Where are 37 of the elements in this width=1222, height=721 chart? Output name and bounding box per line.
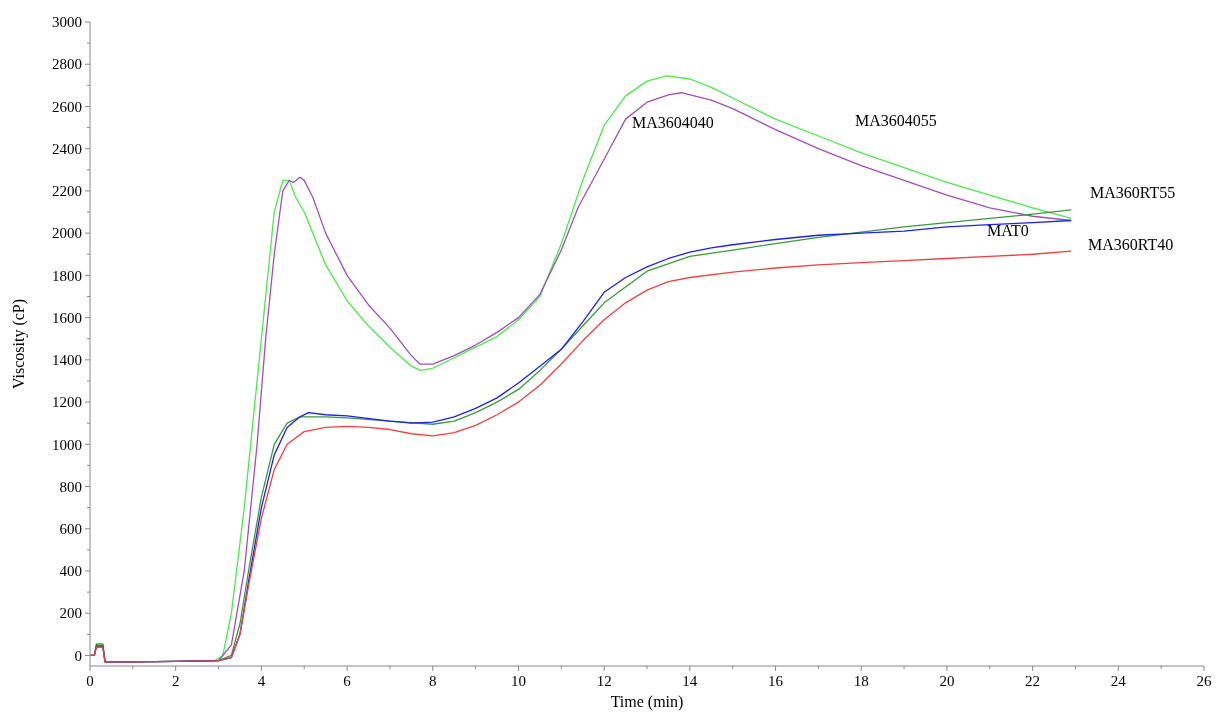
series-label: MA360RT40 bbox=[1088, 235, 1174, 253]
y-tick-label: 2000 bbox=[52, 225, 82, 242]
y-tick-label: 200 bbox=[59, 605, 82, 622]
y-tick-label: 1600 bbox=[52, 309, 82, 326]
y-tick-label: 2800 bbox=[52, 56, 82, 73]
x-tick-label: 0 bbox=[86, 673, 94, 689]
y-tick-label: 1000 bbox=[52, 436, 82, 453]
y-tick-label: 1800 bbox=[52, 267, 82, 284]
x-tick-label: 22 bbox=[1025, 673, 1041, 689]
series-label: MA3604040 bbox=[632, 113, 714, 131]
y-tick-label: 400 bbox=[59, 563, 82, 580]
y-tick-label: 0 bbox=[74, 647, 82, 664]
x-axis-title: Time (min) bbox=[610, 693, 684, 711]
x-tick-label: 10 bbox=[510, 673, 526, 689]
y-tick-label: 2200 bbox=[52, 183, 82, 200]
x-tick-label: 26 bbox=[1196, 673, 1212, 689]
series-label: MAT0 bbox=[987, 221, 1029, 239]
x-tick-label: 12 bbox=[596, 673, 612, 689]
y-tick-label: 2600 bbox=[52, 98, 82, 115]
x-tick-label: 6 bbox=[343, 673, 352, 689]
x-tick-label: 24 bbox=[1110, 673, 1127, 689]
series-label: MA3604055 bbox=[855, 111, 937, 129]
y-tick-label: 3000 bbox=[52, 14, 82, 31]
y-axis-title: Viscosity (cP) bbox=[10, 298, 28, 390]
series-label: MA360RT55 bbox=[1090, 183, 1176, 201]
x-tick-label: 2 bbox=[171, 673, 180, 689]
x-tick-label: 20 bbox=[939, 673, 955, 689]
y-tick-label: 2400 bbox=[52, 140, 82, 157]
x-tick-label: 4 bbox=[257, 673, 266, 689]
x-tick-label: 18 bbox=[853, 673, 869, 689]
y-tick-label: 1400 bbox=[52, 352, 82, 369]
x-tick-label: 16 bbox=[768, 673, 784, 689]
y-tick-label: 800 bbox=[59, 478, 82, 495]
x-tick-label: 14 bbox=[682, 673, 698, 689]
y-tick-label: 600 bbox=[59, 521, 82, 537]
x-tick-label: 8 bbox=[429, 673, 437, 689]
y-tick-label: 1200 bbox=[52, 394, 82, 411]
